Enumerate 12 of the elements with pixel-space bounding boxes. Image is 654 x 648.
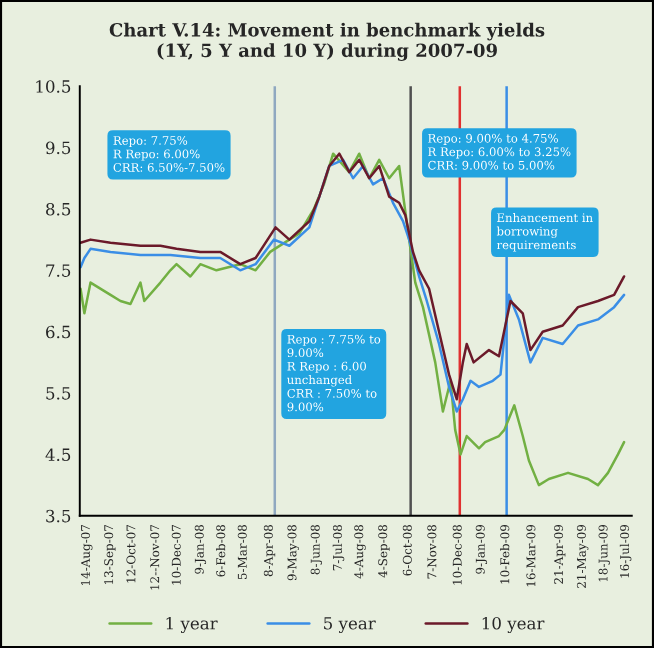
y-tick-label: 10.5: [36, 80, 71, 93]
y-tick-label: 4.5: [45, 448, 71, 461]
legend-label: 10 year: [482, 616, 545, 633]
legend-label: 5 year: [324, 617, 376, 633]
y-tick-label: 7.5: [46, 264, 71, 277]
y-tick-label: 8.5: [46, 202, 71, 216]
chart-title: Chart V.14: Movement in benchmark yields (1Y, 5 Y and 10 Y) during 2007-09: [109, 22, 545, 61]
y-tick-label: 9.5: [46, 141, 71, 155]
y-tick-label: 5.5: [46, 387, 71, 400]
y-tick-label: 6.5: [46, 325, 71, 339]
y-tick-label: 3.5: [46, 509, 71, 523]
legend-label: 1 year: [166, 616, 218, 633]
